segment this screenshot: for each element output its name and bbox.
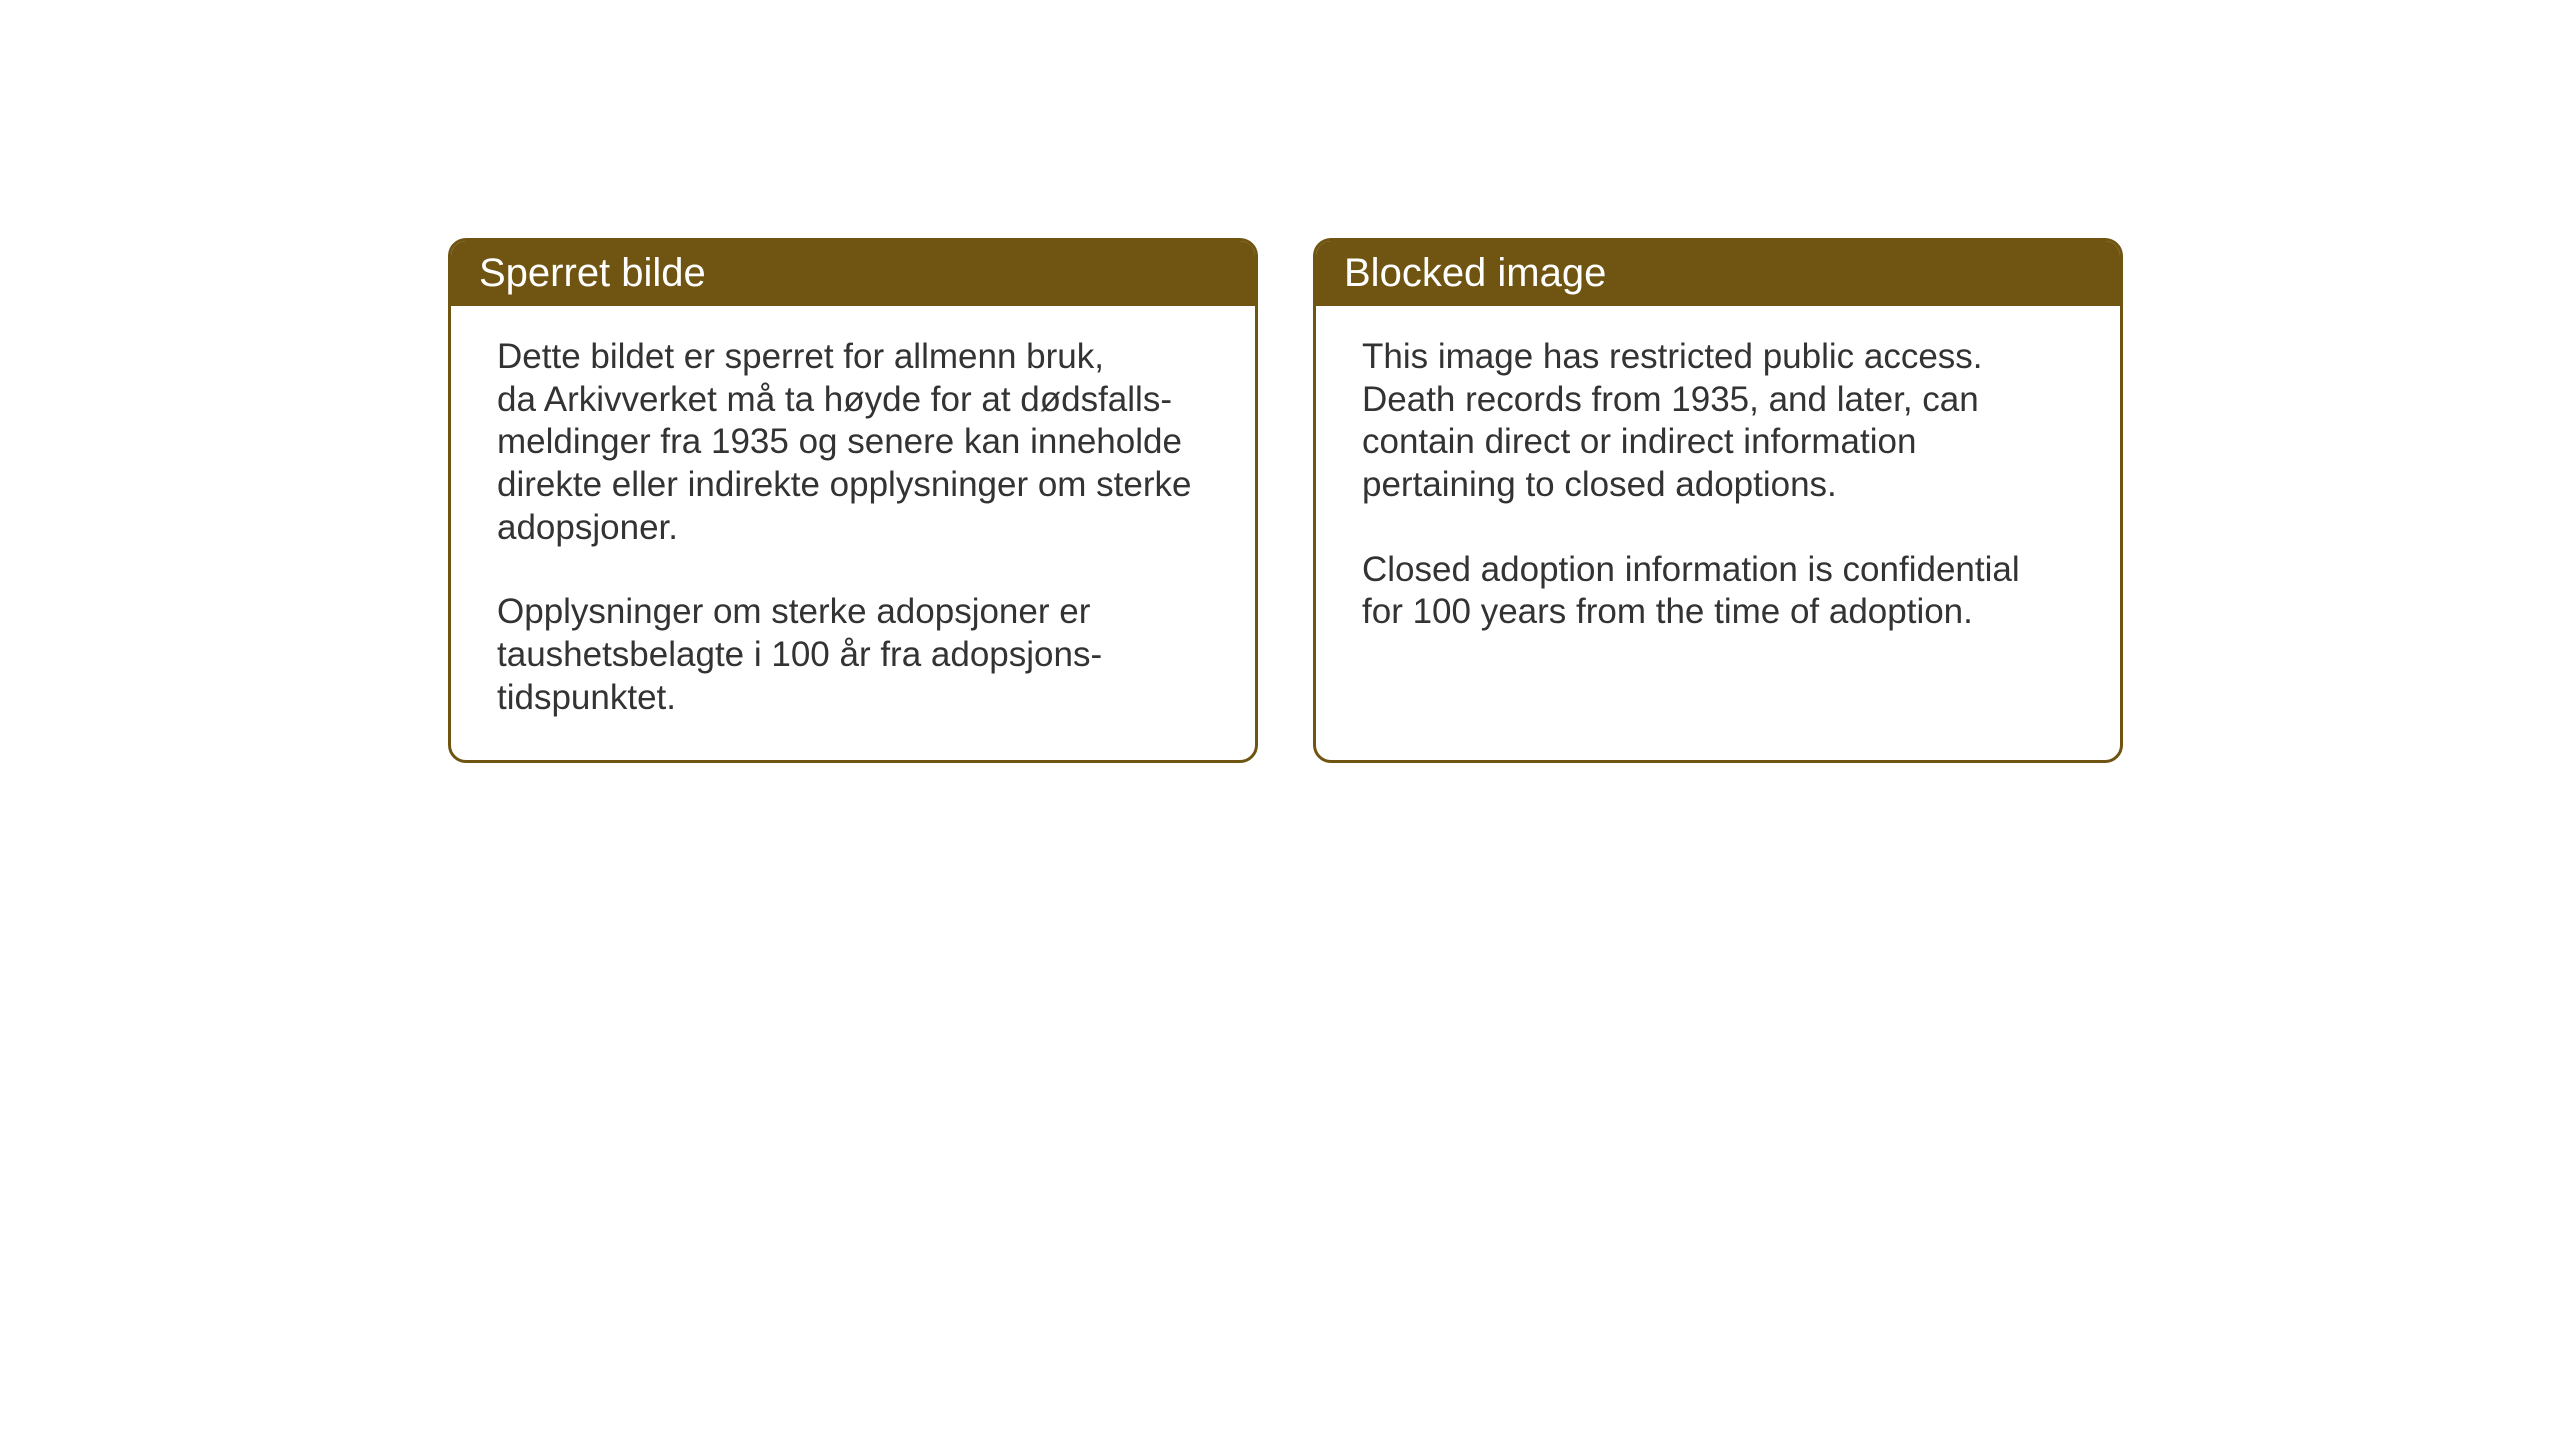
norwegian-notice-card: Sperret bilde Dette bildet er sperret fo… [448,238,1258,763]
text-line: adopsjoner. [497,507,1209,550]
norwegian-paragraph-2: Opplysninger om sterke adopsjoner er tau… [497,591,1209,719]
text-line: da Arkivverket må ta høyde for at dødsfa… [497,379,1209,422]
text-line: This image has restricted public access. [1362,336,2074,379]
english-card-body: This image has restricted public access.… [1316,306,2120,674]
english-paragraph-2: Closed adoption information is confident… [1362,549,2074,634]
english-notice-card: Blocked image This image has restricted … [1313,238,2123,763]
norwegian-card-title: Sperret bilde [451,241,1255,306]
text-line: Closed adoption information is confident… [1362,549,2074,592]
text-line: Dette bildet er sperret for allmenn bruk… [497,336,1209,379]
text-line: direkte eller indirekte opplysninger om … [497,464,1209,507]
notice-container: Sperret bilde Dette bildet er sperret fo… [448,238,2123,763]
text-line: tidspunktet. [497,677,1209,720]
text-line: pertaining to closed adoptions. [1362,464,2074,507]
text-line: taushetsbelagte i 100 år fra adopsjons- [497,634,1209,677]
text-line: contain direct or indirect information [1362,421,2074,464]
english-paragraph-1: This image has restricted public access.… [1362,336,2074,507]
norwegian-card-body: Dette bildet er sperret for allmenn bruk… [451,306,1255,760]
text-line: for 100 years from the time of adoption. [1362,591,2074,634]
norwegian-paragraph-1: Dette bildet er sperret for allmenn bruk… [497,336,1209,549]
text-line: Opplysninger om sterke adopsjoner er [497,591,1209,634]
text-line: Death records from 1935, and later, can [1362,379,2074,422]
english-card-title: Blocked image [1316,241,2120,306]
text-line: meldinger fra 1935 og senere kan innehol… [497,421,1209,464]
